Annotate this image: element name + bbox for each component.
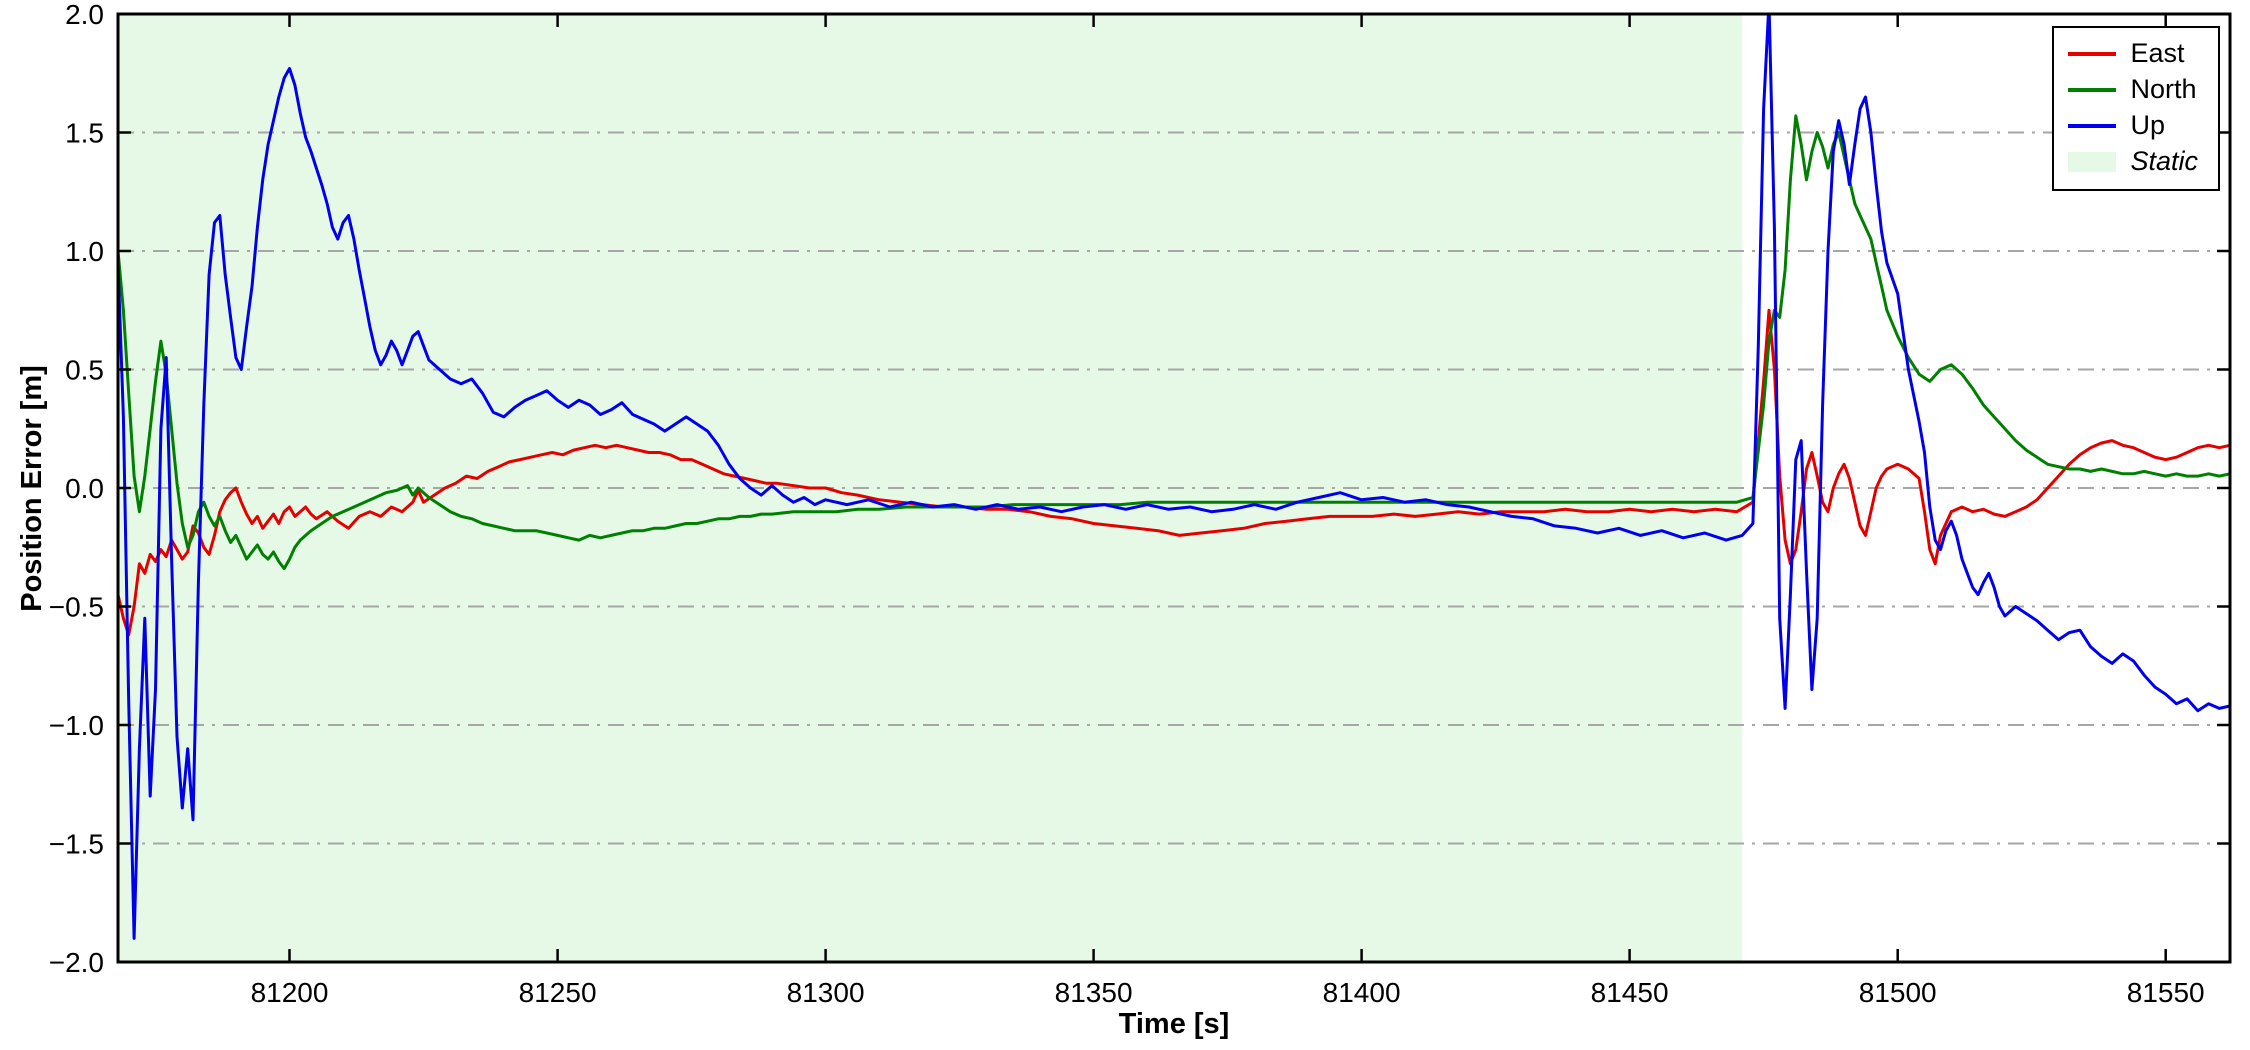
legend-label-static: Static [2130,146,2198,176]
legend-item-static: Static [2068,146,2198,177]
north-line-swatch [2068,87,2117,92]
legend-item-up: Up [2068,110,2198,141]
y-tick-label: 1.0 [65,236,104,267]
legend-item-east: East [2068,38,2198,69]
series-line-east [118,308,2230,637]
x-tick-label: 81350 [1055,977,1133,1008]
legend-label-north: North [2130,74,2197,104]
y-tick-label: −0.5 [49,592,104,623]
up-line-swatch [2068,123,2117,128]
series-group [118,14,2230,940]
x-axis-label: Time [s] [1118,1008,1230,1040]
y-tick-label: 2.0 [65,0,104,30]
x-tick-label: 81400 [1323,977,1401,1008]
y-tick-label: 1.5 [65,118,104,149]
x-tick-label: 81300 [787,977,865,1008]
y-tick-label: −2.0 [49,947,104,978]
x-tick-label: 81500 [1859,977,1937,1008]
static-patch-swatch [2068,151,2117,172]
y-tick-label: −1.5 [49,829,104,860]
x-tick-label: 81450 [1591,977,1669,1008]
series-line-up [118,14,2230,940]
y-tick-label: 0.5 [65,355,104,386]
x-tick-label: 81550 [2127,977,2205,1008]
x-tick-label: 81250 [519,977,597,1008]
y-tick-label: −1.0 [49,710,104,741]
legend-label-east: East [2130,38,2185,68]
x-tick-label: 81200 [251,977,329,1008]
legend-label-up: Up [2130,110,2165,140]
y-tick-label: 0.0 [65,473,104,504]
legend-item-north: North [2068,74,2198,105]
legend: East North Up Static [2052,26,2220,191]
east-line-swatch [2068,51,2117,56]
